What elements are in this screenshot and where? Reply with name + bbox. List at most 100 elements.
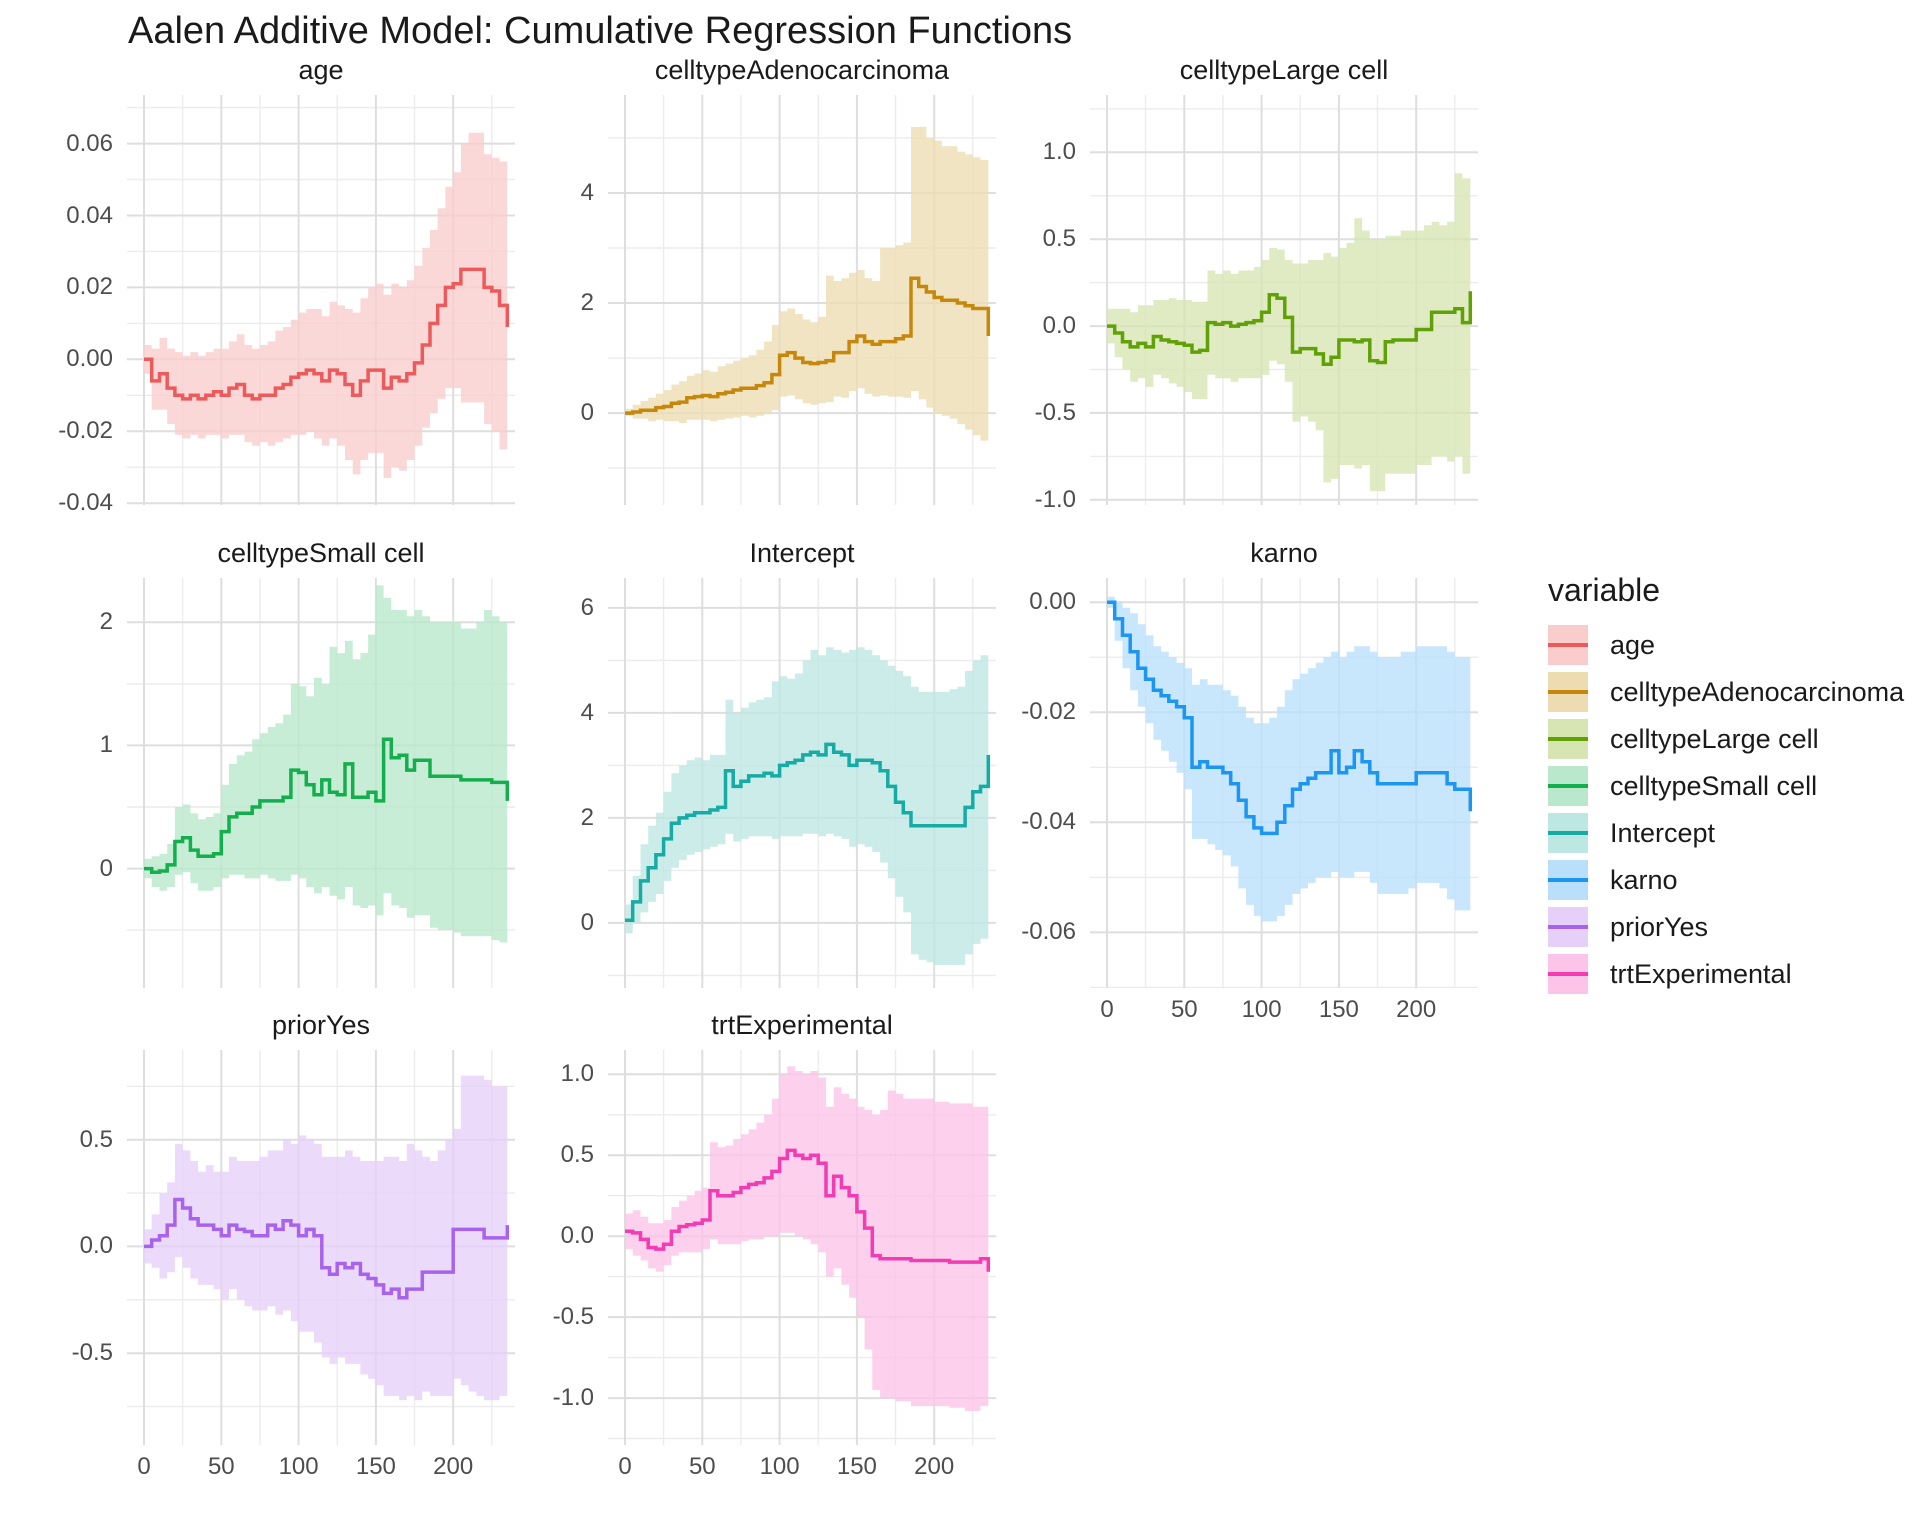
y-tick-label: 1.0 (560, 1060, 594, 1088)
legend-item-trtExperimental: trtExperimental (1548, 954, 1904, 994)
y-tick-label: 1.0 (1042, 138, 1076, 166)
legend-item-label: celltypeLarge cell (1610, 723, 1819, 754)
legend-key-swatch (1548, 719, 1588, 759)
facet-title-celltypeAdenocarcinoma: celltypeAdenocarcinoma (654, 55, 950, 85)
y-tick-label: 2 (580, 289, 594, 316)
y-tick-label: -0.5 (1034, 398, 1076, 426)
facet-title-trtExperimental: trtExperimental (711, 1010, 893, 1040)
legend-key-swatch (1548, 625, 1588, 665)
x-tick-label: 100 (278, 1453, 319, 1480)
legend-item-label: celltypeSmall cell (1610, 770, 1818, 801)
legend-item-label: trtExperimental (1610, 958, 1792, 989)
legend: variable age celltypeAdenocarcinoma cellty… (1548, 572, 1904, 1001)
legend-item-label: priorYes (1610, 911, 1709, 942)
y-tick-label: 4 (580, 179, 594, 206)
x-tick-label: 0 (1100, 996, 1114, 1023)
x-tick-label: 200 (914, 1453, 955, 1480)
facet-panel-celltypeAdenocarcinoma (608, 95, 996, 505)
facet-chart (127, 1050, 515, 1445)
legend-key-line-icon (1548, 878, 1588, 882)
facet-title-karno: karno (1250, 538, 1318, 568)
y-tick-label: -1.0 (552, 1384, 594, 1412)
y-tick-label: 0.5 (560, 1141, 594, 1169)
legend-key-line-icon (1548, 737, 1588, 741)
facet-title-priorYes: priorYes (271, 1010, 371, 1040)
facet-panel-celltypeSmall-cell (127, 578, 515, 988)
x-tick-label: 0 (137, 1453, 151, 1480)
y-tick-label: 2 (99, 608, 113, 636)
legend-key-swatch (1548, 766, 1588, 806)
page-title: Aalen Additive Model: Cumulative Regress… (128, 10, 1073, 52)
y-tick-label: 0.0 (560, 1222, 594, 1250)
y-tick-label: 0.06 (66, 129, 113, 157)
y-tick-label: -0.5 (552, 1303, 594, 1331)
y-tick-label: -1.0 (1034, 485, 1076, 513)
y-tick-label: -0.02 (1021, 698, 1076, 726)
facet-chart (608, 95, 996, 505)
x-tick-label: 50 (688, 1453, 716, 1480)
legend-item-karno: karno (1548, 860, 1904, 900)
legend-items: age celltypeAdenocarcinoma celltypeLarge c… (1548, 625, 1904, 994)
facet-chart (1090, 95, 1478, 505)
facet-panel-age (127, 95, 515, 505)
legend-key-swatch (1548, 860, 1588, 900)
legend-key-line-icon (1548, 925, 1588, 929)
legend-item-label: celltypeAdenocarcinoma (1610, 676, 1905, 707)
x-tick-label: 50 (207, 1453, 235, 1480)
x-tick-label: 150 (836, 1453, 877, 1480)
legend-item-label: age (1610, 629, 1656, 660)
y-tick-label: 0.0 (79, 1232, 113, 1260)
y-tick-label: 0.02 (66, 273, 113, 301)
y-tick-label: 0.0 (1042, 312, 1076, 340)
x-tick-label: 150 (1318, 996, 1359, 1023)
legend-key-line-icon (1548, 643, 1588, 647)
legend-item-age: age (1548, 625, 1904, 665)
legend-item-priorYes: priorYes (1548, 907, 1904, 947)
facet-panel-priorYes (127, 1050, 515, 1445)
legend-key-line-icon (1548, 831, 1588, 835)
facet-title-Intercept: Intercept (749, 538, 855, 568)
y-tick-label: 0.00 (66, 345, 113, 373)
x-tick-label: 150 (355, 1453, 396, 1480)
legend-key-swatch (1548, 672, 1588, 712)
legend-item-label: karno (1610, 864, 1678, 895)
legend-item-Intercept: Intercept (1548, 813, 1904, 853)
legend-key-swatch (1548, 907, 1588, 947)
y-tick-label: 0.5 (1042, 225, 1076, 253)
facet-panel-celltypeLarge-cell (1090, 95, 1478, 505)
legend-item-celltypeSmall-cell: celltypeSmall cell (1548, 766, 1904, 806)
x-tick-label: 200 (1396, 996, 1437, 1023)
facet-title-celltypeSmall-cell: celltypeSmall cell (217, 538, 425, 568)
legend-key-line-icon (1548, 784, 1588, 788)
legend-item-label: Intercept (1610, 817, 1716, 848)
facet-chart (608, 578, 996, 988)
y-tick-label: -0.06 (1021, 918, 1076, 946)
y-tick-label: 4 (580, 698, 594, 726)
legend-item-celltypeAdenocarcinoma: celltypeAdenocarcinoma (1548, 672, 1904, 712)
legend-key-swatch (1548, 813, 1588, 853)
facet-panel-Intercept (608, 578, 996, 988)
facet-title-celltypeLarge-cell: celltypeLarge cell (1179, 55, 1389, 85)
y-tick-label: -0.04 (1021, 808, 1076, 836)
y-tick-label: -0.5 (71, 1339, 113, 1367)
y-tick-label: 6 (580, 593, 594, 621)
y-tick-label: -0.02 (58, 417, 113, 445)
legend-key-line-icon (1548, 972, 1588, 976)
x-tick-label: 100 (759, 1453, 800, 1480)
facet-panel-trtExperimental (608, 1050, 996, 1445)
legend-item-celltypeLarge-cell: celltypeLarge cell (1548, 719, 1904, 759)
y-tick-label: 0.04 (66, 201, 113, 229)
facet-chart (1090, 578, 1478, 989)
facet-panel-karno (1090, 578, 1478, 989)
x-tick-label: 0 (618, 1453, 632, 1480)
y-tick-label: 1 (99, 731, 113, 759)
x-tick-label: 100 (1241, 996, 1282, 1023)
facet-chart (127, 578, 515, 988)
legend-key-line-icon (1548, 690, 1588, 694)
legend-key-swatch (1548, 954, 1588, 994)
facet-chart (608, 1050, 996, 1445)
facet-title-age: age (298, 55, 344, 85)
y-tick-label: 0 (580, 399, 594, 427)
y-tick-label: 0 (99, 854, 113, 882)
